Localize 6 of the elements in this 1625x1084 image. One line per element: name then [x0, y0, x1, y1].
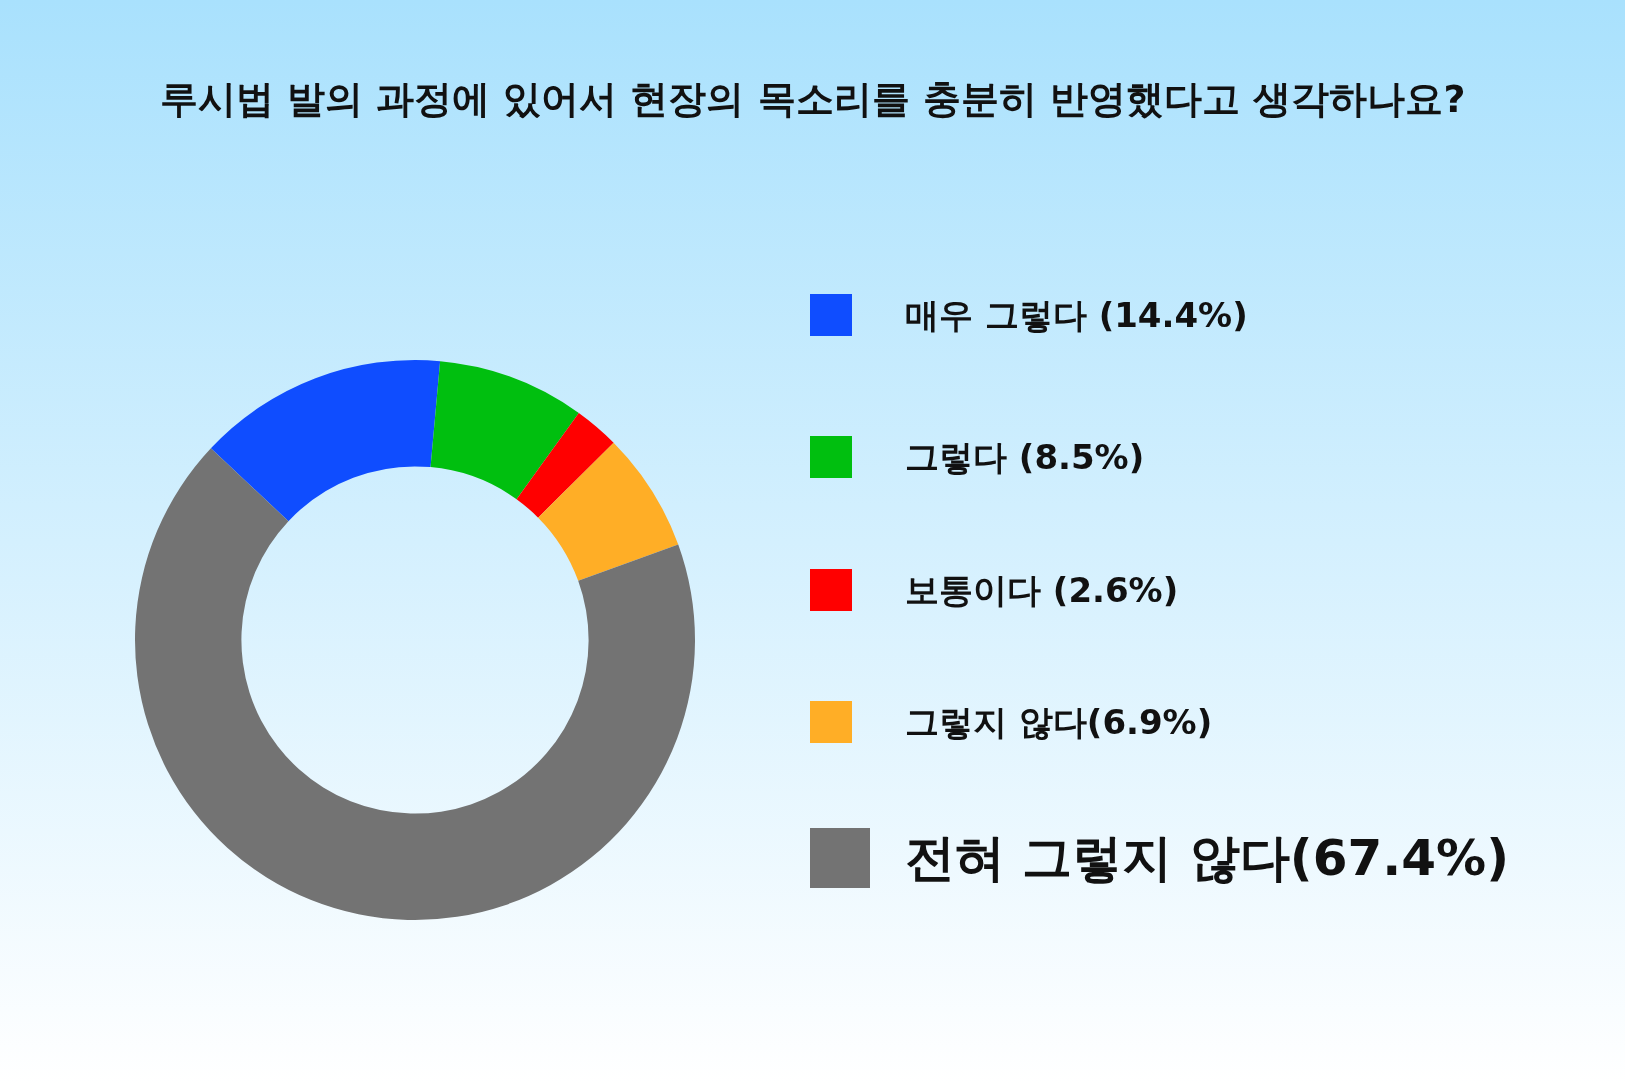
legend-label: 보통이다 (2.6%)	[905, 570, 1179, 610]
legend-label: 전혀 그렇지 않다(67.4%)	[905, 829, 1509, 887]
legend-label: 그렇다 (8.5%)	[905, 437, 1145, 477]
legend-label: 매우 그렇다 (14.4%)	[905, 295, 1248, 335]
chart-title: 루시법 발의 과정에 있어서 현장의 목소리를 충분히 반영했다고 생각하나요?	[159, 77, 1466, 121]
legend-label: 그렇지 않다(6.9%)	[905, 702, 1213, 742]
